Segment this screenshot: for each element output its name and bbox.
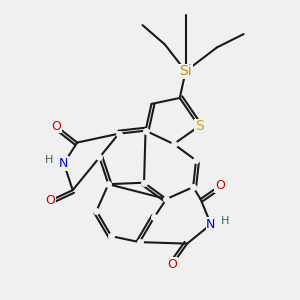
Text: O: O xyxy=(167,258,177,271)
Text: O: O xyxy=(215,179,225,192)
Text: S: S xyxy=(195,119,203,133)
Text: O: O xyxy=(51,120,61,133)
Text: H: H xyxy=(221,216,230,226)
Text: N: N xyxy=(59,157,68,170)
Text: O: O xyxy=(46,194,56,207)
Text: H: H xyxy=(45,155,53,165)
Text: Si: Si xyxy=(179,64,192,78)
Text: N: N xyxy=(206,218,216,231)
